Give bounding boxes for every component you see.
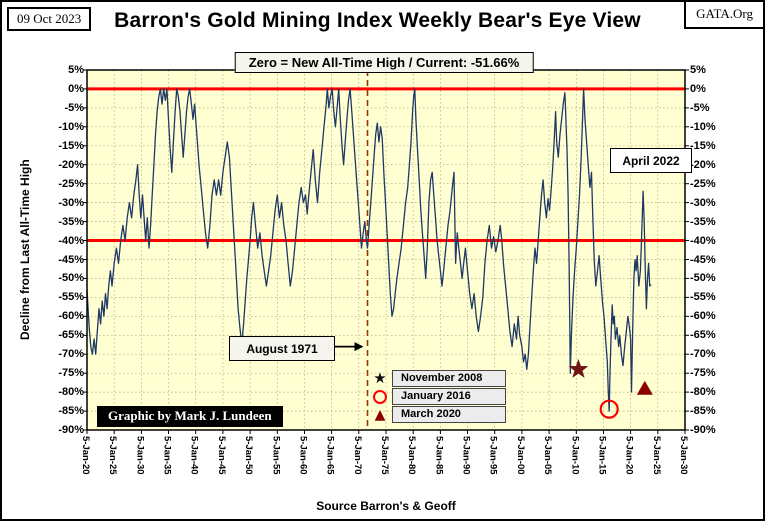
- legend-label: January 2016: [392, 388, 506, 405]
- x-axis-tick-label: 5-Jan-55: [270, 436, 282, 475]
- y-axis-tick-label: -55%: [690, 291, 716, 304]
- open-circle-icon: [368, 389, 392, 404]
- date-stamp: 09 Oct 2023: [7, 7, 92, 31]
- y-axis-tick-label: -5%: [690, 101, 710, 114]
- y-axis-tick-label: -15%: [58, 139, 84, 152]
- y-axis-tick-label: -90%: [58, 424, 84, 436]
- x-axis-tick-label: 5-Jan-30: [678, 436, 689, 475]
- plot-area: [83, 69, 689, 434]
- x-axis-tick-label: 5-Jan-65: [324, 436, 336, 475]
- chart-title: Barron's Gold Mining Index Weekly Bear's…: [114, 9, 641, 32]
- x-axis-tick-label: 5-Jan-00: [514, 436, 526, 475]
- y-axis-tick-label: -60%: [690, 310, 716, 323]
- y-axis-tick-label: 5%: [68, 64, 84, 76]
- x-axis-tick-label: 5-Jan-90: [460, 436, 472, 475]
- legend: ★ November 2008 January 2016 ▲ March 202…: [368, 370, 506, 423]
- subtitle-box: Zero = New All-Time High / Current: -51.…: [234, 52, 534, 73]
- x-axis-tick-label: 5-Jan-75: [379, 436, 390, 475]
- y-axis-tick-label: -20%: [690, 158, 716, 171]
- y-axis-tick-label: -85%: [690, 405, 716, 418]
- y-axis-tick-label: -25%: [58, 177, 84, 190]
- annotation-august-1971: August 1971: [229, 336, 335, 361]
- y-axis-tick-label: -70%: [58, 348, 84, 361]
- annotation-april-2022: April 2022: [610, 148, 692, 173]
- y-axis-tick-label: -45%: [690, 253, 716, 266]
- x-axis-tick-label: 5-Jan-15: [596, 436, 608, 475]
- x-axis-tick-label: 5-Jan-45: [215, 436, 227, 475]
- x-axis-tick-label: 5-Jan-10: [569, 436, 581, 475]
- y-axis-tick-label: -80%: [58, 386, 84, 399]
- gata-org-label: GATA.Org: [684, 2, 763, 29]
- legend-label: November 2008: [392, 370, 506, 387]
- x-axis-tick-label: 5-Jan-50: [243, 436, 255, 475]
- x-axis-tick-label: 5-Jan-40: [188, 436, 200, 475]
- x-axis-tick-label: 5-Jan-60: [297, 436, 309, 475]
- y-axis-tick-label: -30%: [690, 196, 716, 209]
- y-axis-tick-label: -40%: [690, 234, 716, 247]
- y-axis-tick-label: -10%: [690, 120, 716, 133]
- legend-item-november-2008: ★ November 2008: [368, 370, 506, 387]
- y-axis-tick-label: -75%: [58, 367, 84, 380]
- y-axis-tick-label: -10%: [58, 120, 84, 133]
- y-axis-tick-label: -80%: [690, 386, 716, 399]
- legend-label: March 2020: [392, 406, 506, 423]
- y-axis-tick-label: -25%: [690, 177, 716, 190]
- x-axis-tick-label: 5-Jan-25: [107, 436, 119, 475]
- x-axis-tick-label: 5-Jan-20: [80, 436, 91, 475]
- y-axis-title: Decline from Last All-Time High: [18, 159, 32, 341]
- y-axis-tick-label: -55%: [58, 291, 84, 304]
- y-axis-tick-label: -50%: [690, 272, 716, 285]
- x-axis-tick-label: 5-Jan-30: [134, 436, 146, 475]
- x-axis-tick-label: 5-Jan-25: [650, 436, 662, 475]
- y-axis-tick-label: -75%: [690, 367, 716, 380]
- x-axis-source-label: Source Barron's & Geoff: [316, 499, 456, 513]
- y-axis-right: 5% 0% -5% -10% -15% -20% -25% -30% -35% -40% -45% -…: [690, 64, 728, 436]
- y-axis-tick-label: -30%: [58, 196, 84, 209]
- y-axis-tick-label: -5%: [64, 101, 84, 114]
- y-axis-tick-label: -35%: [58, 215, 84, 228]
- y-axis-tick-label: -60%: [58, 310, 84, 323]
- y-axis-tick-label: -65%: [690, 329, 716, 342]
- y-axis-tick-label: -90%: [690, 424, 716, 436]
- y-axis-tick-label: -20%: [58, 158, 84, 171]
- y-axis-tick-label: -70%: [690, 348, 716, 361]
- y-axis-tick-label: -40%: [58, 234, 84, 247]
- x-axis-tick-label: 5-Jan-05: [542, 436, 554, 475]
- legend-item-january-2016: January 2016: [368, 388, 506, 405]
- x-axis-tick-label: 5-Jan-20: [623, 436, 635, 475]
- x-axis-tick-label: 5-Jan-70: [351, 436, 363, 475]
- x-axis-tick-label: 5-Jan-80: [406, 436, 418, 475]
- y-axis-tick-label: 0%: [68, 82, 84, 95]
- y-axis-left: 5% 0% -5% -10% -15% -20% -25% -30% -35% -40% -45% -…: [46, 64, 84, 436]
- y-axis-tick-label: -65%: [58, 329, 84, 342]
- x-axis-tick-label: 5-Jan-85: [433, 436, 445, 475]
- y-axis-tick-label: 0%: [690, 82, 706, 95]
- star-icon: ★: [373, 369, 387, 387]
- y-axis-tick-label: 5%: [690, 64, 706, 76]
- y-axis-tick-label: -50%: [58, 272, 84, 285]
- triangle-icon: ▲: [374, 406, 386, 423]
- x-axis: 5-Jan-20 5-Jan-25 5-Jan-30 5-Jan-35 5-Jan-40…: [80, 436, 689, 496]
- y-axis-tick-label: -15%: [690, 139, 716, 152]
- y-axis-tick-label: -35%: [690, 215, 716, 228]
- x-axis-tick-label: 5-Jan-95: [487, 436, 499, 475]
- y-axis-tick-label: -45%: [58, 253, 84, 266]
- y-axis-tick-label: -85%: [58, 405, 84, 418]
- legend-item-march-2020: ▲ March 2020: [368, 406, 506, 423]
- x-axis-tick-label: 5-Jan-35: [161, 436, 173, 475]
- credit-box: Graphic by Mark J. Lundeen: [97, 406, 283, 427]
